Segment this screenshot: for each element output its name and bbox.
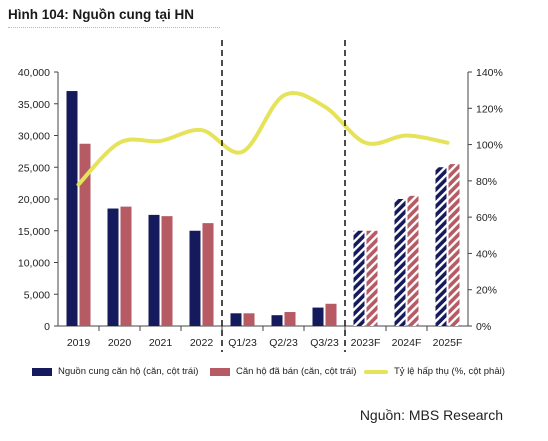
- y-right-tick-label: 40%: [476, 248, 497, 260]
- legend-item-supply: Nguồn cung căn hộ (căn, cột trái): [32, 366, 198, 377]
- legend-label-absorption: Tỷ lệ hấp thụ (%, cột phải): [394, 366, 505, 377]
- x-tick-label: 2024F: [392, 337, 422, 349]
- bar-supply: [312, 307, 324, 326]
- bar-supply: [148, 214, 160, 326]
- bar-supply: [271, 315, 283, 326]
- bar-supply: [394, 199, 406, 326]
- bar-sold: [448, 164, 460, 326]
- axis-labels: 0 5,000 10,000 15,000 20,000 25,000 30,000 35,0…: [18, 67, 503, 349]
- y-left-tick-label: 40,000: [18, 67, 50, 79]
- y-right-tick-label: 0%: [476, 321, 491, 333]
- x-tick-label: 2022: [190, 337, 214, 349]
- x-tick-label: Q1/23: [228, 337, 257, 349]
- bar-supply: [107, 208, 119, 326]
- y-left-tick-label: 0: [44, 321, 50, 333]
- legend-label-sold: Căn hộ đã bán (căn, cột trái): [236, 366, 357, 377]
- bar-supply: [435, 167, 447, 326]
- y-left-tick-label: 25,000: [18, 162, 50, 174]
- y-right-tick-label: 140%: [476, 67, 503, 79]
- absorption-line: [76, 91, 450, 187]
- y-left-tick-label: 15,000: [18, 226, 50, 238]
- legend-swatch-sold: [210, 367, 230, 376]
- legend: Nguồn cung căn hộ (căn, cột trái) Căn hộ…: [0, 366, 548, 386]
- y-left-tick-label: 10,000: [18, 258, 50, 270]
- y-left-tick-label: 20,000: [18, 194, 50, 206]
- chart: 0 5,000 10,000 15,000 20,000 25,000 30,000 35,0…: [18, 40, 503, 352]
- bar-sold: [325, 303, 337, 326]
- bar-sold: [202, 223, 214, 326]
- legend-item-sold: Căn hộ đã bán (căn, cột trái): [210, 366, 356, 377]
- x-tick-label: Q2/23: [269, 337, 298, 349]
- y-right-tick-label: 60%: [476, 212, 497, 224]
- y-left-tick-label: 5,000: [24, 289, 50, 301]
- x-tick-label: 2019: [67, 337, 91, 349]
- period-dividers: [221, 40, 346, 352]
- y-right-tick-label: 120%: [476, 103, 503, 115]
- legend-swatch-absorption: [364, 369, 388, 374]
- x-tick-label: 2023F: [351, 337, 381, 349]
- bar-supply: [353, 230, 365, 326]
- x-tick-label: 2025F: [433, 337, 463, 349]
- bar-supply: [66, 91, 78, 326]
- y-right-tick-label: 100%: [476, 140, 503, 152]
- bar-supply: [230, 313, 242, 326]
- y-right-tick-label: 80%: [476, 176, 497, 188]
- legend-item-absorption: Tỷ lệ hấp thụ (%, cột phải): [364, 366, 505, 377]
- bar-sold: [243, 313, 255, 326]
- title-underline: [8, 27, 220, 28]
- chart-title: Hình 104: Nguồn cung tại HN: [8, 7, 195, 22]
- bar-supply: [189, 230, 201, 326]
- bars: [66, 91, 460, 326]
- bar-sold: [161, 216, 173, 326]
- legend-label-supply: Nguồn cung căn hộ (căn, cột trái): [58, 366, 199, 377]
- x-tick-label: Q3/23: [310, 337, 339, 349]
- bar-sold: [120, 206, 132, 326]
- x-tick-label: 2021: [149, 337, 173, 349]
- source-note: Nguồn: MBS Research: [359, 407, 503, 423]
- y-right-tick-label: 20%: [476, 285, 497, 297]
- y-left-tick-label: 35,000: [18, 99, 50, 111]
- absorption-line-path: [76, 91, 450, 187]
- bar-sold: [79, 143, 91, 326]
- y-left-tick-label: 30,000: [18, 131, 50, 143]
- legend-swatch-supply: [32, 367, 52, 376]
- bar-sold: [407, 195, 419, 326]
- bar-sold: [284, 312, 296, 326]
- bar-sold: [366, 230, 378, 326]
- x-tick-label: 2020: [108, 337, 132, 349]
